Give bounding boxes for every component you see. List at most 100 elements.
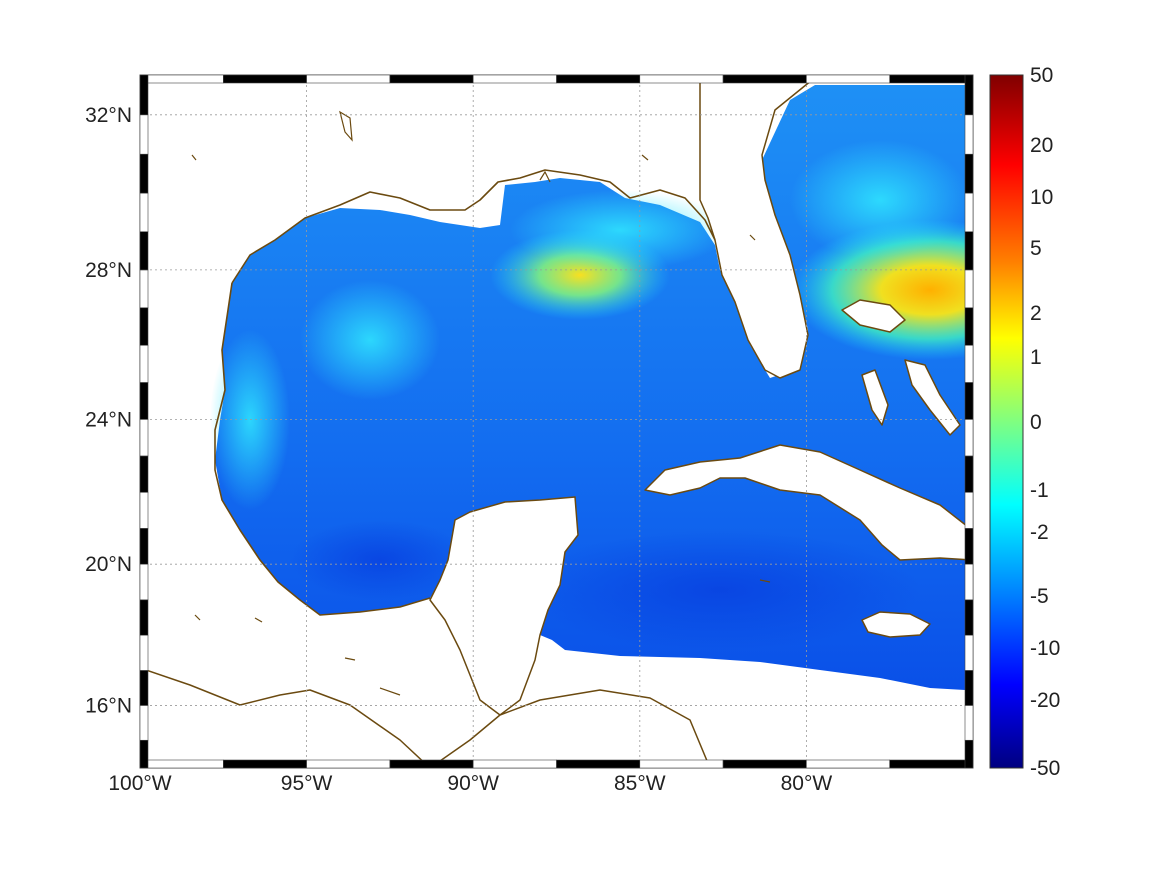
- frame-segment: [964, 114, 974, 155]
- caribbean-dark: [520, 530, 920, 650]
- colorbar-tick-label: 1: [1030, 346, 1042, 369]
- yucatan-peninsula: [429, 496, 579, 716]
- coastline-lines: [214, 169, 716, 616]
- frame-segment: [139, 705, 149, 741]
- gulf-stream-anomaly: [790, 220, 973, 360]
- colorbar-tick-label: 20: [1030, 134, 1053, 157]
- colorbar-tick-labels: 50 20 10 5 2 1 0 -1 -2 -5 -10 -20 -50: [1030, 64, 1060, 780]
- frame-segment: [964, 599, 974, 636]
- lon-tick-label: 80°W: [781, 772, 833, 795]
- frame-segment: [964, 705, 974, 741]
- frame-segment: [964, 382, 974, 420]
- lat-tick-label: 16°N: [85, 694, 132, 717]
- frame-segment: [472, 74, 557, 84]
- colorbar-tick-label: 10: [1030, 186, 1053, 209]
- lat-tick-label: 32°N: [85, 104, 132, 127]
- frame-segment: [556, 759, 641, 769]
- colorbar-tick-label: -5: [1030, 585, 1049, 608]
- frame-segment: [889, 74, 974, 84]
- lon-tick-label: 95°W: [281, 772, 333, 795]
- frame-bars: [139, 74, 974, 769]
- frame-segment: [139, 192, 149, 233]
- frame-segment: [139, 74, 149, 116]
- frame-segment: [722, 759, 807, 769]
- mexico-coast: [214, 282, 431, 616]
- frame-segment: [139, 114, 149, 155]
- cuba-island: [644, 444, 973, 561]
- frame-segment: [639, 74, 724, 84]
- map-frame: [139, 74, 974, 769]
- frame-segment: [139, 307, 149, 346]
- colorbar-tick-label: 5: [1030, 237, 1042, 260]
- honduras-coast: [429, 689, 711, 768]
- florida-peninsula: [699, 75, 813, 379]
- frame-segment: [389, 74, 474, 84]
- lat-tick-label: 20°N: [85, 553, 132, 576]
- frame-segment: [139, 670, 149, 706]
- frame-segment: [806, 759, 891, 769]
- frame-segment: [964, 528, 974, 565]
- texas-shelf-cyan: [210, 330, 290, 510]
- frame-segment: [556, 74, 641, 84]
- frame-segment: [639, 759, 724, 769]
- jamaica-island: [861, 611, 931, 638]
- frame-segment: [139, 382, 149, 420]
- frame-segment: [223, 74, 307, 84]
- colorbar-tick-label: -50: [1030, 757, 1060, 780]
- western-gulf-cyan: [300, 280, 440, 400]
- bahamas-island: [904, 359, 961, 436]
- frame-segment: [472, 759, 557, 769]
- colorbar-tick-label: 2: [1030, 302, 1042, 325]
- frame-segment: [964, 739, 974, 769]
- frame-segment: [964, 670, 974, 706]
- frame-segment: [964, 74, 974, 116]
- central-america: [140, 667, 431, 768]
- frame-segment: [139, 759, 224, 769]
- bahamas-island: [841, 299, 906, 333]
- frame-segment: [139, 455, 149, 493]
- frame-segment: [964, 192, 974, 233]
- frame-segment: [139, 231, 149, 271]
- frame-segment: [964, 419, 974, 457]
- frame-segment: [223, 759, 307, 769]
- frame-segment: [722, 74, 807, 84]
- us-gulf-coast: [231, 169, 716, 284]
- frame-segment: [139, 491, 149, 529]
- lon-tick-labels: 100°W 95°W 90°W 85°W 80°W: [108, 772, 832, 795]
- frame-segment: [139, 269, 149, 309]
- frame-segment: [964, 491, 974, 529]
- colorbar-tick-label: 50: [1030, 64, 1053, 87]
- frame-segment: [964, 563, 974, 601]
- lon-tick-label: 100°W: [108, 772, 171, 795]
- frame-segment: [889, 759, 974, 769]
- coastlines: [140, 75, 973, 768]
- colorbar: 50 20 10 5 2 1 0 -1 -2 -5 -10 -20 -50: [989, 64, 1060, 780]
- colorbar-tick-label: -2: [1030, 521, 1049, 544]
- frame-segment: [139, 74, 224, 84]
- frame-segment: [306, 74, 391, 84]
- frame-segment: [806, 74, 891, 84]
- frame-segment: [964, 153, 974, 194]
- frame-segment: [139, 599, 149, 636]
- frame-segment: [139, 419, 149, 457]
- loop-current-band: [510, 190, 730, 270]
- atlantic-cyan: [790, 140, 970, 260]
- lon-tick-label: 85°W: [614, 772, 666, 795]
- lat-tick-labels: 32°N 28°N 24°N 20°N 16°N: [85, 104, 132, 718]
- frame-segment: [389, 759, 474, 769]
- frame-segment: [964, 269, 974, 309]
- frame-segment: [139, 739, 149, 769]
- bay-campeche-dark: [290, 520, 470, 600]
- colorbar-tick-label: -1: [1030, 479, 1049, 502]
- colorbar-gradient: [989, 74, 1024, 769]
- lat-tick-label: 28°N: [85, 259, 132, 282]
- frame-segment: [139, 634, 149, 671]
- frame-segment: [139, 344, 149, 383]
- frame-segment: [306, 759, 391, 769]
- frame-segment: [964, 307, 974, 346]
- lat-tick-label: 24°N: [85, 408, 132, 431]
- bahamas-island: [861, 369, 889, 426]
- small-islands: [191, 110, 771, 696]
- frame-segment: [964, 231, 974, 271]
